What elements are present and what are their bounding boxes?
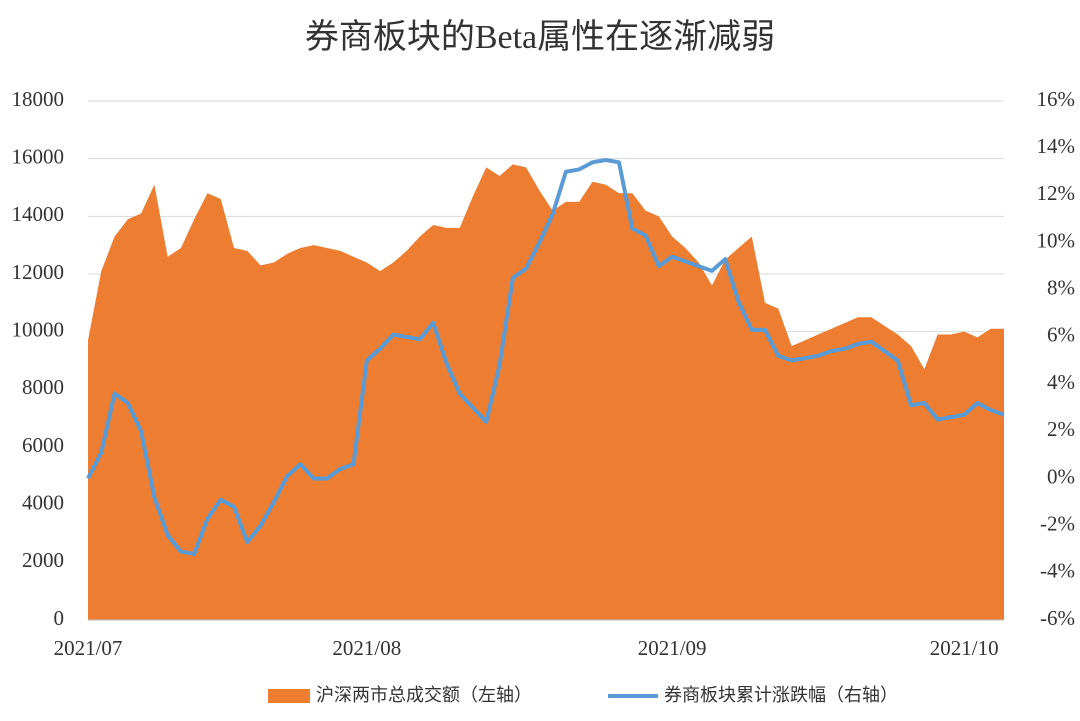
line <box>86 157 1005 556</box>
x-tick-label: 2021/07 <box>54 636 123 660</box>
y2-tick-label: -6% <box>1040 606 1075 630</box>
y2-tick-label: 4% <box>1047 370 1075 394</box>
y-tick-label: 6000 <box>22 433 64 457</box>
chart-title: 券商板块的Beta属性在逐渐减弱 <box>305 18 775 56</box>
y-tick-label: 0 <box>54 606 65 630</box>
y2-tick-label: -4% <box>1040 559 1075 583</box>
y2-tick-label: 14% <box>1037 134 1076 158</box>
legend-label: 券商板块累计涨跌幅（右轴） <box>664 685 898 705</box>
legend-label: 沪深两市总成交额（左轴） <box>316 685 532 705</box>
y2-tick-label: 16% <box>1037 87 1076 111</box>
y-tick-label: 4000 <box>22 490 64 514</box>
x-tick-label: 2021/09 <box>638 636 707 660</box>
y2-tick-label: -2% <box>1040 511 1075 535</box>
y2-tick-label: 8% <box>1047 276 1075 300</box>
y-tick-label: 18000 <box>12 87 65 111</box>
x-tick-label: 2021/08 <box>332 636 401 660</box>
y-tick-label: 14000 <box>12 202 65 226</box>
y-tick-label: 8000 <box>22 375 64 399</box>
x-tick-label: 2021/10 <box>930 636 999 660</box>
y2-tick-label: 10% <box>1037 228 1076 252</box>
area <box>88 164 1004 620</box>
y-tick-label: 16000 <box>12 144 65 168</box>
y2-tick-label: 0% <box>1047 464 1075 488</box>
y-tick-label: 12000 <box>12 260 65 284</box>
y2-tick-label: 2% <box>1047 417 1075 441</box>
y2-tick-label: 12% <box>1037 181 1076 205</box>
y-tick-label: 10000 <box>12 317 65 341</box>
y-tick-label: 2000 <box>22 548 64 572</box>
y2-tick-label: 6% <box>1047 323 1075 347</box>
legend-swatch <box>268 689 310 703</box>
